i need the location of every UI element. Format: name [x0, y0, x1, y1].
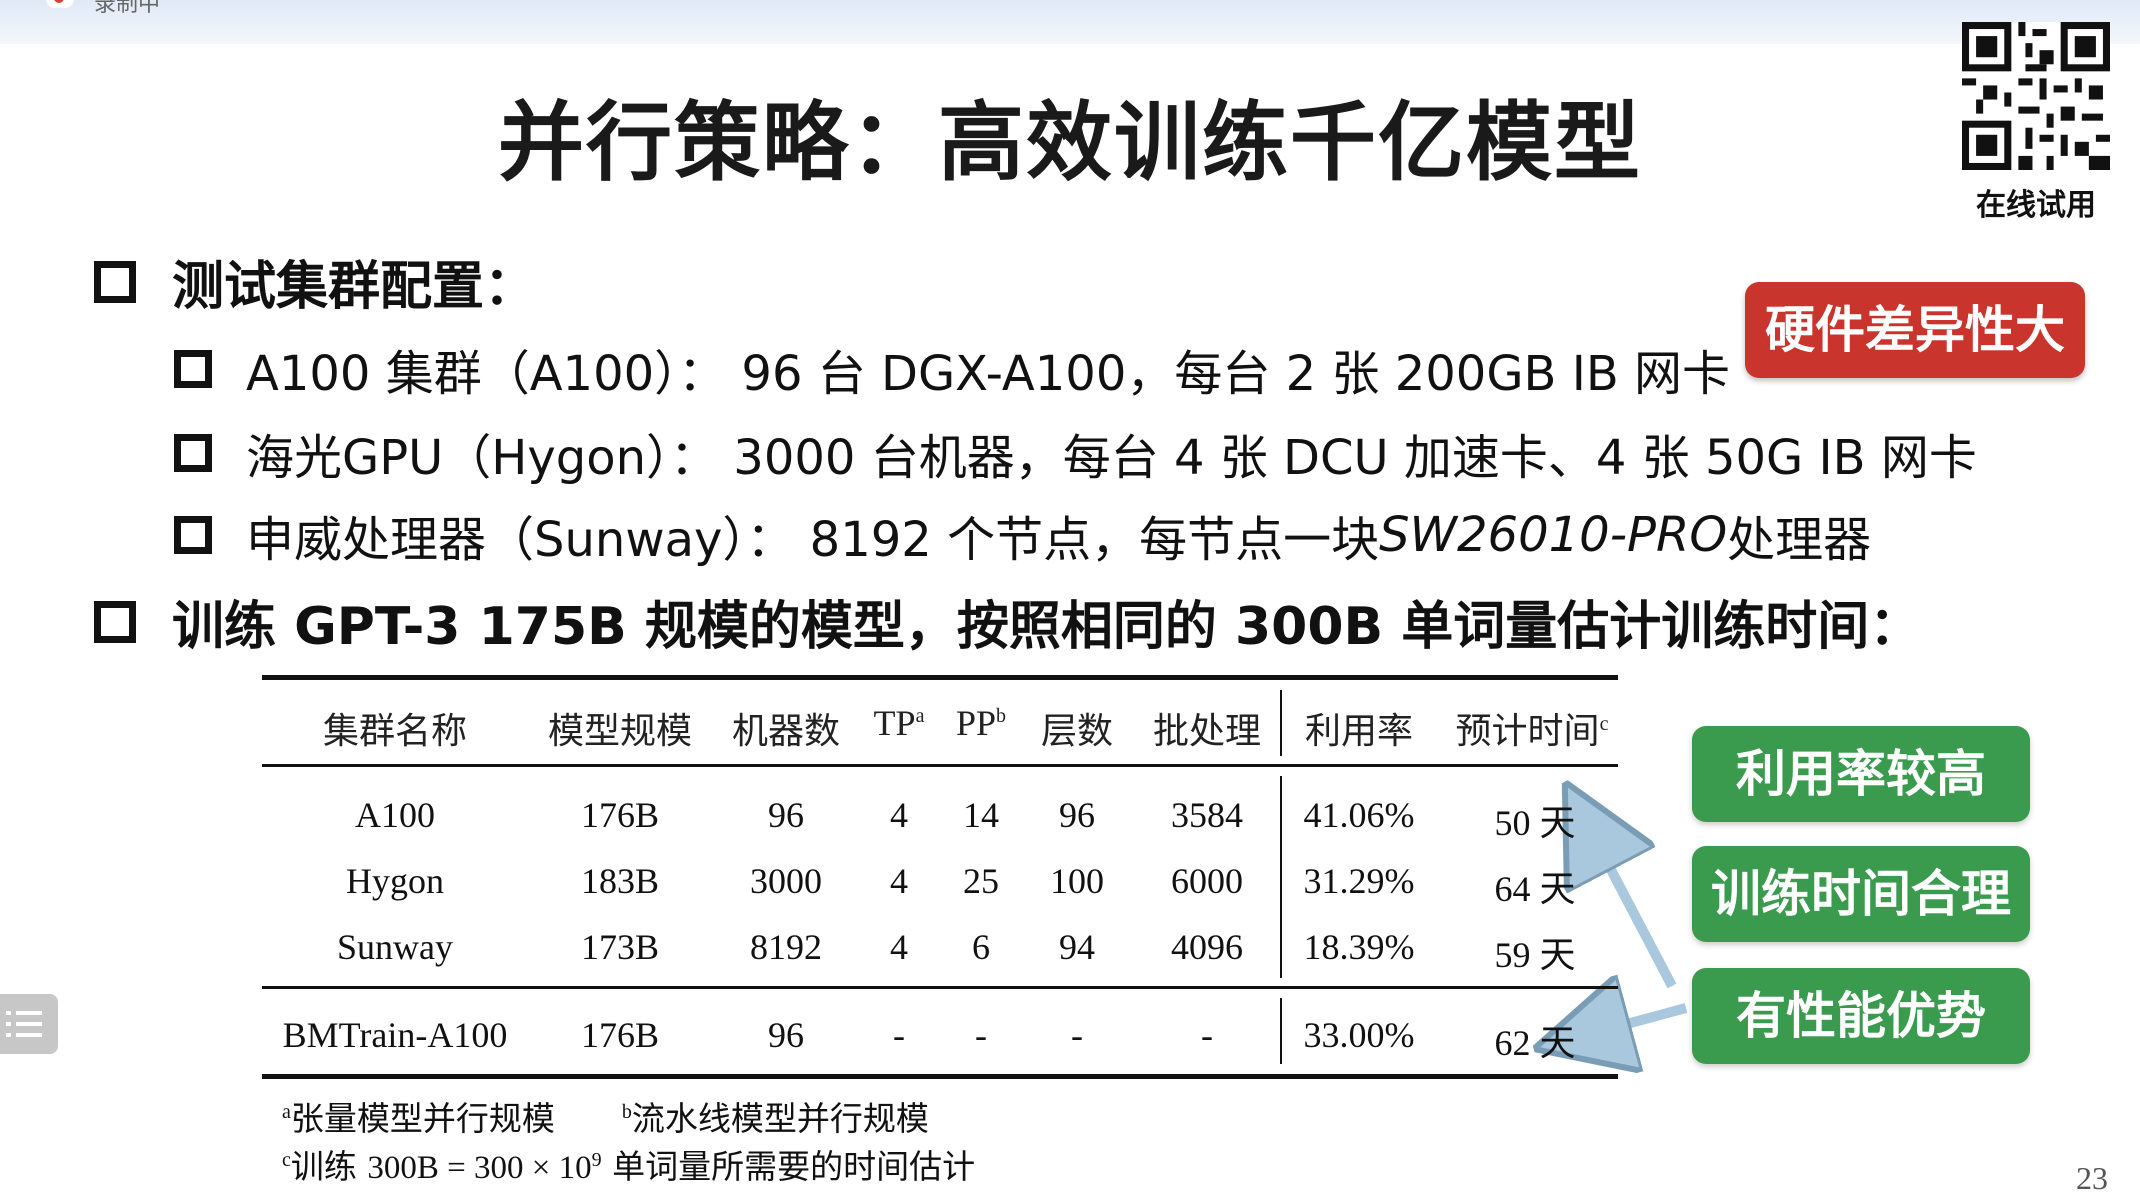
- arrow-to-a100-time: [1588, 826, 1677, 989]
- bullet-text: 海光GPU（Hygon）： 3000 台机器，每台 4 张 DCU 加速卡、4 …: [246, 430, 1977, 486]
- bullet-cluster-config: 测试集群配置：: [94, 244, 536, 319]
- recording-bar: 录制中: [0, 0, 2140, 44]
- list-menu-icon: [6, 1011, 42, 1037]
- tag-hardware-diversity: 硬件差异性大: [1745, 282, 2085, 378]
- bullet-gpt3-training: 训练 GPT-3 175B 规模的模型，按照相同的 300B 单词量估计训练时间…: [94, 584, 1921, 659]
- footnote-ab: a张量模型并行规模 b流水线模型并行规模: [282, 1099, 929, 1138]
- bullet-text-prefix: 申威处理器（Sunway）： 8192 个节点，每节点一块: [246, 512, 1380, 568]
- tag-reasonable-time: 训练时间合理: [1692, 846, 2030, 942]
- qr-caption: 在线试用: [1976, 188, 2096, 223]
- tag-high-utilization: 利用率较高: [1692, 726, 2030, 822]
- slide-title: 并行策略：高效训练千亿模型: [498, 93, 1642, 193]
- bullet-text-suffix: 处理器: [1727, 512, 1872, 568]
- footnote-c: c训练 300B = 300 × 109 单词量所需要的时间估计: [282, 1147, 976, 1186]
- bullet-sunway: 申威处理器（Sunway）： 8192 个节点，每节点一块 SW26010-PR…: [174, 500, 1871, 570]
- page-number: 23: [2076, 1160, 2108, 1196]
- side-menu-button[interactable]: [0, 994, 58, 1054]
- square-bullet-icon: [174, 350, 212, 388]
- bullet-text: A100 集群（A100）： 96 台 DGX-A100，每台 2 张 200G…: [246, 346, 1731, 402]
- bullet-hygon: 海光GPU（Hygon）： 3000 台机器，每台 4 张 DCU 加速卡、4 …: [174, 418, 1977, 488]
- square-bullet-icon: [174, 516, 212, 554]
- qr-code-icon[interactable]: [1962, 22, 2110, 170]
- bullet-a100: A100 集群（A100）： 96 台 DGX-A100，每台 2 张 200G…: [174, 334, 1730, 404]
- square-bullet-icon: [94, 600, 136, 643]
- record-icon: [46, 0, 74, 8]
- bullet-text: 测试集群配置：: [172, 257, 537, 317]
- bullet-text: 训练 GPT-3 175B 规模的模型，按照相同的 300B 单词量估计训练时间…: [172, 597, 1922, 657]
- square-bullet-icon: [174, 434, 212, 472]
- tag-performance-advantage: 有性能优势: [1692, 968, 2030, 1064]
- recording-label: 录制中: [94, 0, 161, 17]
- processor-model: SW26010-PRO: [1379, 507, 1728, 563]
- arrow-to-bmtrain-time: [1582, 1008, 1688, 1036]
- square-bullet-icon: [94, 260, 136, 303]
